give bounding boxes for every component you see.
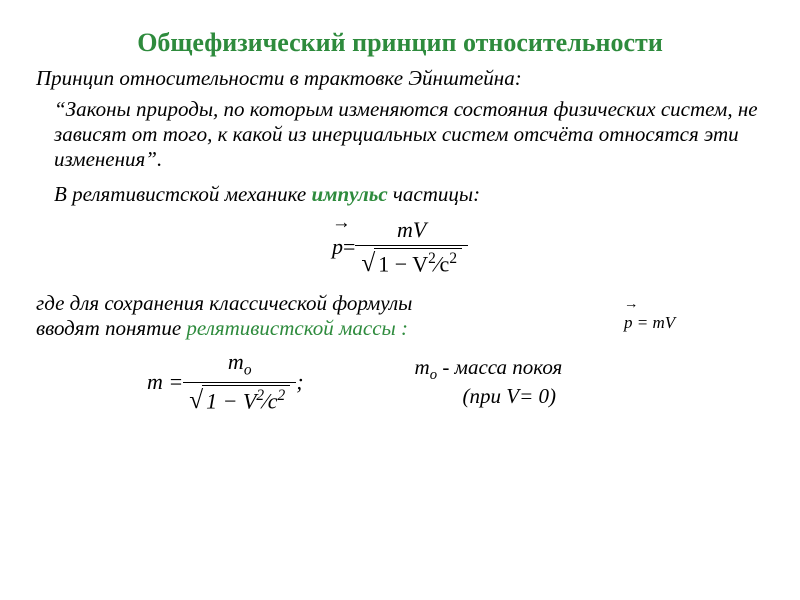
vector-p-classic: → p [624,313,633,333]
sqrt-icon: √ 1 − V2⁄c2 [189,385,290,414]
page-title: Общефизический принцип относительности [36,28,764,58]
den-base-m: 1 − V [206,388,256,413]
momentum-fraction: mV √ 1 − V2⁄c2 [355,217,468,277]
mass-formula: m = mo √ 1 − V2⁄c2 ; [36,349,415,414]
equals-sign: = [343,234,355,260]
where-text: где для сохранения классической формулы … [36,291,624,341]
mass-denominator: √ 1 − V2⁄c2 [183,382,296,414]
where-line1: где для сохранения классической формулы [36,291,624,316]
rest-mass-desc: mo - масса покоя (при V= 0) [415,355,764,409]
momentum-formula: → p = mV √ 1 − V2⁄c2 [36,217,764,277]
mass-fraction: mo √ 1 − V2⁄c2 [183,349,296,414]
m0-sub-desc: o [430,367,437,383]
einstein-quote: “Законы природы, по которым изменяются с… [54,97,764,172]
rest-mass-label: - масса покоя [437,355,562,379]
where-line2-pre: вводят понятие [36,316,186,340]
momentum-numerator: mV [391,217,432,245]
m0-var: m [228,349,244,374]
m0-sub: o [244,362,252,379]
classic-formula: → p = mV [624,299,764,333]
mass-row: m = mo √ 1 − V2⁄c2 ; mo - масса п [36,349,764,414]
den-sup2-m: 2 [278,387,286,404]
impulse-intro-pre: В релятивистской механике [54,182,311,206]
m0-var-desc: m [415,355,430,379]
vector-p: → p [332,234,343,260]
rest-mass-cond: (при V= 0) [415,384,764,409]
den-base: 1 − V [378,251,428,276]
radical-symbol: √ [189,386,203,415]
radical-symbol: √ [361,249,375,278]
rest-mass-line1: mo - масса покоя [415,355,764,384]
where-line2: вводят понятие релятивистской массы : [36,316,624,341]
where-row: где для сохранения классической формулы … [36,291,764,341]
var-p: p [332,234,343,259]
den-sup1: 2 [428,250,436,267]
mass-numerator: mo [222,349,258,381]
m0-symbol: mo [228,349,252,379]
den-sup2: 2 [449,250,457,267]
momentum-denominator: √ 1 − V2⁄c2 [355,245,468,277]
sqrt-icon: √ 1 − V2⁄c2 [361,248,462,277]
radicand: 1 − V2⁄c2 [202,385,290,414]
vector-arrow-icon: → [624,300,633,309]
impulse-highlight: импульс [311,182,387,206]
subtitle: Принцип относительности в трактовке Эйнш… [36,66,764,91]
vector-arrow-icon: → [332,217,343,228]
rel-mass-highlight: релятивистской массы : [186,316,408,340]
mass-tail: ; [296,369,303,395]
den-sup1-m: 2 [256,387,264,404]
classic-rhs: = mV [633,313,676,332]
radicand: 1 − V2⁄c2 [374,248,462,277]
mass-lhs: m = [147,369,183,395]
impulse-intro: В релятивистской механике импульс частиц… [54,182,764,207]
var-p-classic: p [624,313,633,332]
den-slash-m: ⁄c [264,388,277,413]
impulse-intro-post: частицы: [388,182,480,206]
m0-symbol-desc: mo [415,355,438,384]
den-slash: ⁄c [436,251,449,276]
